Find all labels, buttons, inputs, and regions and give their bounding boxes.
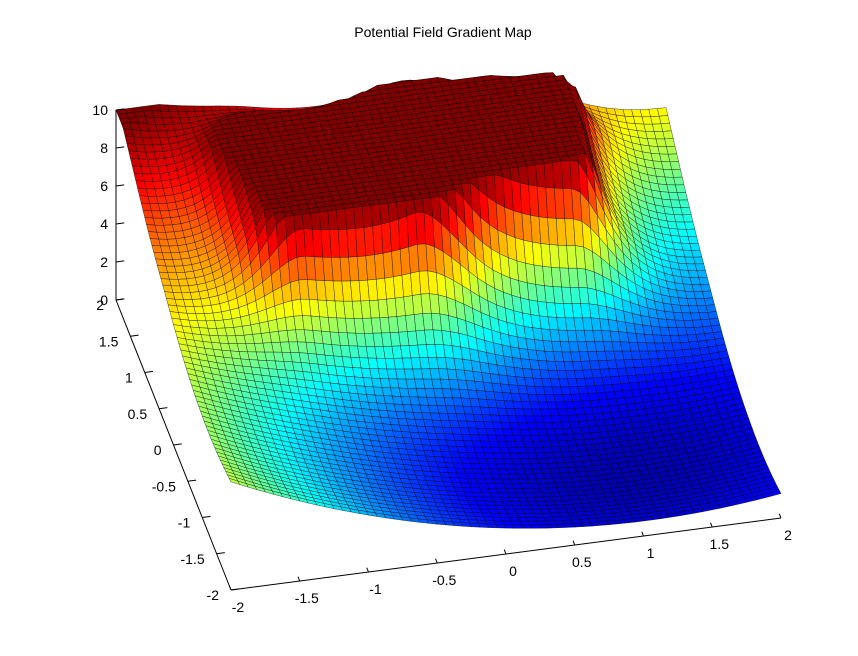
surface-patch <box>669 161 681 170</box>
y-tick <box>159 407 168 410</box>
z-tick <box>115 260 125 263</box>
surface-patch <box>709 318 721 327</box>
surface-patch <box>705 304 717 313</box>
z-tick-label: 2 <box>100 254 108 270</box>
y-tick <box>230 588 240 591</box>
z-tick-label: 10 <box>92 102 108 118</box>
y-tick-label: -0.5 <box>152 478 176 494</box>
y-tick-label: 0 <box>154 442 162 458</box>
surface-patch <box>657 107 669 117</box>
y-tick-label: -2 <box>207 587 220 603</box>
surface-patch <box>658 115 670 124</box>
surface-patch <box>694 263 706 271</box>
z-tick <box>115 222 125 225</box>
x-tick <box>641 531 644 537</box>
x-tick <box>710 522 713 528</box>
chart-title: Potential Field Gradient Map <box>354 24 532 40</box>
surface-patch <box>698 277 710 285</box>
surface-patch <box>711 324 722 333</box>
z-tick <box>115 146 125 149</box>
x-tick-label: 0 <box>509 563 517 579</box>
z-tick-label: 0 <box>100 292 108 308</box>
x-tick-label: 1 <box>647 545 655 561</box>
surface-patch <box>660 122 672 132</box>
surface-patch <box>675 184 687 193</box>
y-tick-label: 1.5 <box>99 333 119 349</box>
z-tick-label: 4 <box>100 216 108 232</box>
x-tick <box>503 549 507 555</box>
x-tick-label: 2 <box>784 527 792 543</box>
surface-patch <box>667 153 679 162</box>
surface-patch <box>671 169 683 178</box>
surface-patch <box>676 192 688 201</box>
y-tick-label: -1.5 <box>181 551 205 567</box>
z-tick <box>115 298 125 301</box>
x-tick <box>228 585 232 591</box>
y-tick <box>173 443 182 446</box>
y-tick-label: 0.5 <box>128 406 148 422</box>
y-tick <box>216 552 225 555</box>
surface-patch <box>691 250 703 258</box>
surface-patch <box>703 297 715 306</box>
y-tick <box>187 479 197 482</box>
surface-patch <box>666 146 678 155</box>
surface-patch <box>693 256 704 265</box>
surface-patch <box>673 176 685 186</box>
surface-patch <box>682 214 694 223</box>
x-tick <box>435 558 438 564</box>
x-tick-label: -1 <box>369 581 382 597</box>
surface-patch <box>664 138 676 147</box>
x-tick <box>297 576 301 582</box>
y-tick-label: 1 <box>125 370 133 386</box>
surface-patch <box>700 284 712 292</box>
surface-patch <box>678 199 690 208</box>
x-tick-label: 1.5 <box>710 536 730 552</box>
z-tick-label: 6 <box>100 178 108 194</box>
surface-patch <box>687 236 699 244</box>
x-tick-label: 0.5 <box>572 554 592 570</box>
x-tick <box>778 513 782 519</box>
y-tick-label: -1 <box>178 515 191 531</box>
surface-patch <box>702 290 713 299</box>
surface-patch <box>696 270 708 278</box>
x-tick <box>366 567 369 573</box>
surface-patch <box>684 221 696 230</box>
x-tick-label: -2 <box>232 599 245 615</box>
y-tick <box>144 370 154 373</box>
z-tick-label: 8 <box>100 140 108 156</box>
z-tick <box>115 184 125 187</box>
surface-patch <box>680 207 692 216</box>
x-tick-label: -1.5 <box>295 590 319 606</box>
surface-patch <box>707 311 719 320</box>
y-tick <box>202 515 211 518</box>
surface-patch <box>662 130 674 140</box>
surface-patch <box>685 228 697 237</box>
surface-mesh <box>115 72 782 529</box>
x-tick <box>572 540 576 546</box>
y-tick <box>130 334 139 337</box>
surface-patch <box>689 243 701 251</box>
x-tick-label: -0.5 <box>432 572 456 588</box>
